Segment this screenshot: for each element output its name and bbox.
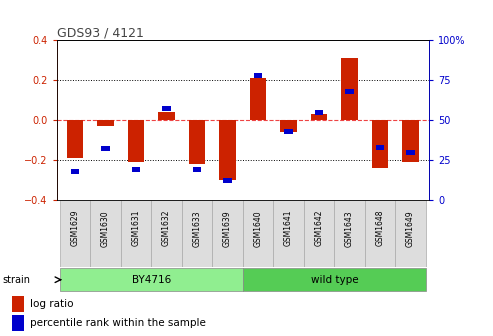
Bar	[151, 200, 182, 267]
Bar	[280, 120, 297, 132]
Bar	[304, 200, 334, 267]
Bar	[70, 169, 79, 174]
Bar	[219, 120, 236, 180]
Bar	[67, 120, 83, 158]
Bar	[12, 296, 24, 312]
Text: log ratio: log ratio	[30, 299, 73, 309]
Bar	[212, 200, 243, 267]
Bar	[334, 200, 365, 267]
Text: GSM1641: GSM1641	[284, 210, 293, 247]
Text: GSM1633: GSM1633	[193, 210, 202, 247]
Text: percentile rank within the sample: percentile rank within the sample	[30, 318, 206, 328]
Text: GDS93 / 4121: GDS93 / 4121	[57, 26, 143, 39]
Text: GSM1640: GSM1640	[253, 210, 263, 247]
Text: GSM1629: GSM1629	[70, 210, 79, 247]
Bar	[315, 110, 323, 115]
Bar	[90, 200, 121, 267]
Text: GSM1630: GSM1630	[101, 210, 110, 247]
Bar	[243, 268, 426, 291]
Text: strain: strain	[2, 275, 31, 285]
Bar	[341, 58, 358, 120]
Text: GSM1631: GSM1631	[132, 210, 141, 247]
Bar	[395, 200, 426, 267]
Bar	[158, 112, 175, 120]
Bar	[60, 268, 243, 291]
Bar	[345, 89, 354, 94]
Bar	[97, 120, 114, 126]
Bar	[254, 73, 262, 78]
Bar	[128, 120, 144, 162]
Bar	[182, 200, 212, 267]
Text: GSM1642: GSM1642	[315, 210, 323, 247]
Bar	[365, 200, 395, 267]
Text: GSM1639: GSM1639	[223, 210, 232, 247]
Bar	[311, 114, 327, 120]
Text: GSM1632: GSM1632	[162, 210, 171, 247]
Bar	[243, 200, 273, 267]
Bar	[406, 150, 415, 155]
Text: GSM1648: GSM1648	[376, 210, 385, 247]
Bar	[402, 120, 419, 162]
Text: BY4716: BY4716	[132, 275, 171, 285]
Bar	[60, 200, 90, 267]
Bar	[189, 120, 206, 164]
Bar	[101, 146, 110, 151]
Text: GSM1649: GSM1649	[406, 210, 415, 247]
Bar	[132, 167, 141, 172]
Bar	[223, 178, 232, 183]
Bar	[372, 120, 388, 168]
Bar	[193, 167, 201, 172]
Bar	[121, 200, 151, 267]
Bar	[162, 107, 171, 112]
Text: GSM1643: GSM1643	[345, 210, 354, 247]
Bar	[284, 129, 293, 134]
Bar	[376, 145, 385, 150]
Bar	[12, 315, 24, 331]
Bar	[273, 200, 304, 267]
Text: wild type: wild type	[311, 275, 358, 285]
Bar	[249, 78, 266, 120]
